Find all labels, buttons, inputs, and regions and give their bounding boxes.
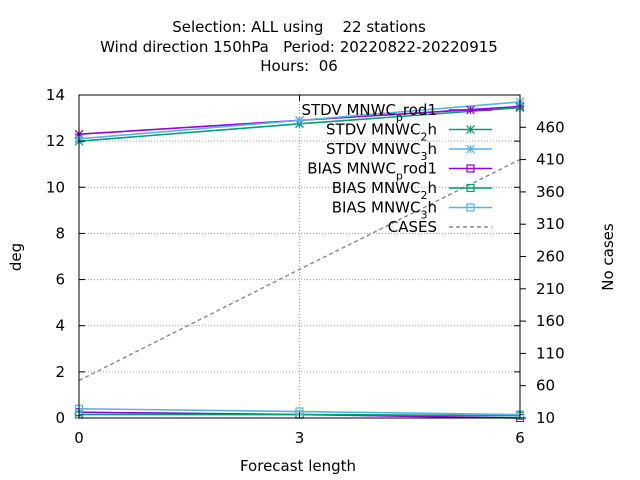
x-tick-label: 3 — [295, 429, 305, 447]
y2-tick-label: 10 — [536, 409, 555, 427]
y2-tick-label: 360 — [536, 183, 565, 201]
y2-tick-label: 210 — [536, 280, 565, 298]
y-axis-label: deg — [7, 243, 25, 271]
series-line — [78, 407, 521, 416]
tick-labels: 0 2 4 6 8 10 12 14 10 60 110 160 210 260 310 360 410 460 0… — [46, 86, 565, 447]
legend-entry-7: CASES — [388, 218, 492, 236]
legend-label: BIAS MNWCprod1 — [307, 160, 437, 183]
title-line-3: Hours: 06 — [260, 57, 338, 75]
x-axis-label: Forecast length — [240, 457, 356, 475]
legend-entry-3: STDV MNWC3h — [326, 140, 492, 163]
grid — [79, 95, 520, 418]
x-tick-label: 6 — [515, 429, 525, 447]
y-tick-label: 12 — [46, 132, 65, 150]
y-tick-label: 8 — [55, 224, 65, 242]
legend-marker — [466, 144, 475, 154]
legend-entry-4: BIAS MNWCprod1 — [307, 160, 492, 183]
legend-entry-2: STDV MNWC2h — [326, 121, 492, 144]
legend-marker — [466, 105, 475, 115]
y-tick-label: 6 — [55, 271, 65, 289]
y2-tick-label: 260 — [536, 248, 565, 266]
legend-entry-1: STDV MNWCprod1 — [301, 101, 492, 124]
axes — [78, 94, 526, 419]
legend-entry-5: BIAS MNWC2h — [332, 179, 492, 202]
y2-tick-label: 310 — [536, 215, 565, 233]
legend-label: BIAS MNWC2h — [332, 179, 437, 202]
y-tick-label: 2 — [55, 363, 65, 381]
legend-marker — [466, 164, 475, 173]
y2-tick-label: 110 — [536, 344, 565, 362]
legend-label: STDV MNWCprod1 — [301, 101, 437, 124]
legend-marker — [466, 183, 475, 193]
legend-marker — [466, 203, 475, 212]
series-line — [78, 158, 521, 382]
y2-axis-label: No cases — [599, 223, 617, 291]
legend-marker — [466, 125, 475, 134]
y2-tick-label: 60 — [536, 377, 555, 395]
legend-label: STDV MNWC2h — [326, 121, 437, 144]
series-7 — [78, 158, 521, 382]
title-line-2: Wind direction 150hPa Period: 20220822-2… — [100, 38, 498, 56]
legend-label: BIAS MNWC3h — [332, 199, 437, 222]
y2-tick-label: 460 — [536, 118, 565, 136]
x-tick-label: 0 — [74, 429, 84, 447]
y2-tick-label: 410 — [536, 151, 565, 169]
legend-label: CASES — [388, 218, 437, 236]
series-point — [295, 115, 304, 125]
legend-label: STDV MNWC3h — [326, 140, 437, 163]
title-line-1: Selection: ALL using 22 stations — [172, 18, 426, 36]
y-tick-label: 14 — [46, 86, 65, 104]
chart-title: Selection: ALL using 22 stations Wind di… — [100, 18, 498, 75]
legend-entry-6: BIAS MNWC3h — [332, 199, 492, 222]
y2-tick-label: 160 — [536, 312, 565, 330]
y-tick-label: 4 — [55, 317, 65, 335]
y-tick-label: 0 — [55, 409, 65, 427]
y-tick-label: 10 — [46, 178, 65, 196]
